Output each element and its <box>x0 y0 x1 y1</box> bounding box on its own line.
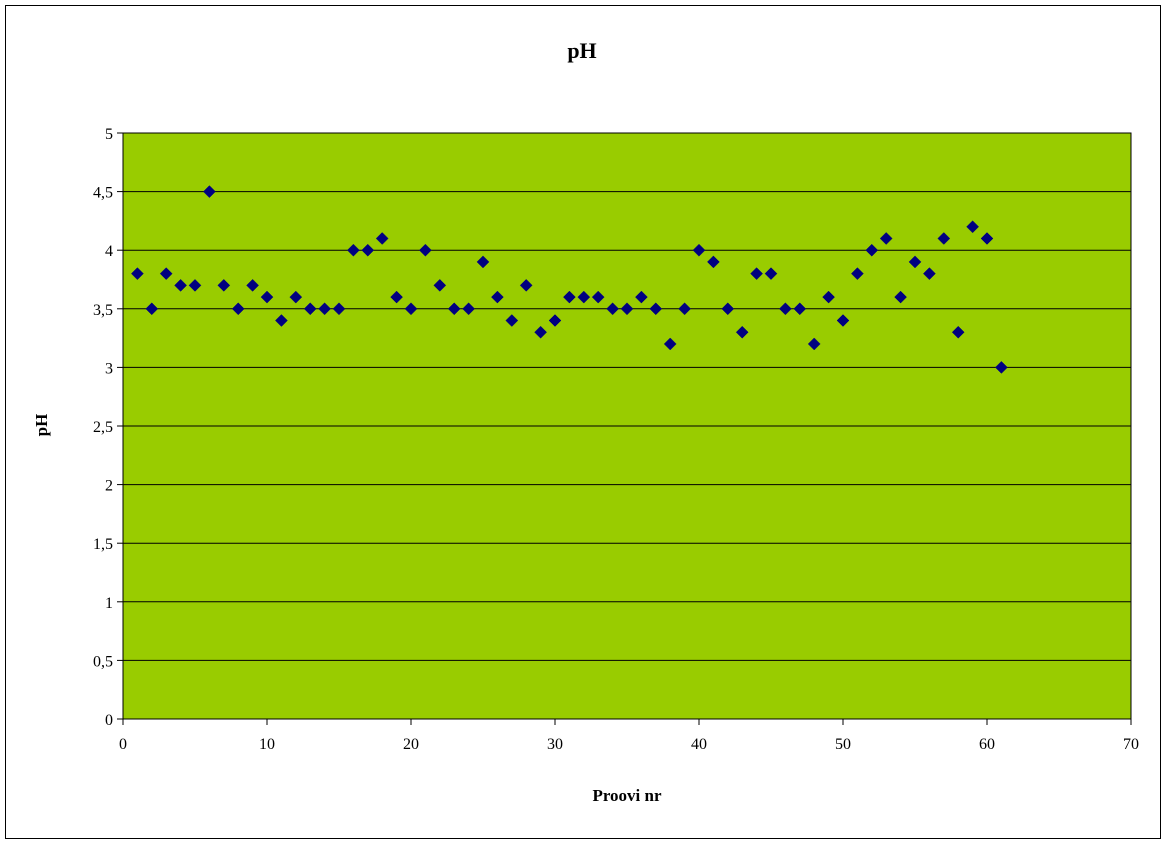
data-point <box>764 267 778 280</box>
data-point <box>404 302 418 316</box>
data-point <box>793 302 807 316</box>
data-point <box>188 279 202 292</box>
data-point <box>260 290 274 304</box>
data-point <box>491 290 504 304</box>
x-tick-label: 10 <box>259 736 275 753</box>
data-point <box>591 290 605 304</box>
data-point <box>707 255 720 269</box>
data-point <box>131 267 144 280</box>
data-point <box>419 243 432 257</box>
data-point <box>822 290 835 304</box>
data-point <box>649 302 663 316</box>
x-tick-label: 40 <box>691 736 707 753</box>
data-point <box>836 314 850 327</box>
data-point <box>433 279 447 292</box>
y-tick-label: 5 <box>105 126 113 143</box>
data-point <box>289 290 303 304</box>
data-point <box>174 279 187 292</box>
data-point <box>145 302 159 316</box>
y-axis-title: pH <box>32 414 51 437</box>
data-point <box>159 267 173 280</box>
data-point <box>577 290 591 304</box>
x-tick-label: 60 <box>979 736 995 753</box>
x-axis-title: Proovi nr <box>592 786 662 805</box>
data-point <box>447 302 461 316</box>
data-point <box>390 290 403 304</box>
data-point <box>476 255 490 269</box>
data-point <box>779 302 792 316</box>
y-tick-label: 1,5 <box>93 536 113 553</box>
data-point <box>563 290 576 304</box>
x-tick-label: 30 <box>547 736 563 753</box>
chart-title: pH <box>567 38 596 63</box>
data-point <box>735 325 749 339</box>
data-point <box>332 302 346 316</box>
data-point <box>750 267 763 280</box>
axes <box>117 132 1132 725</box>
data-point <box>361 243 375 257</box>
data-point <box>879 232 893 245</box>
data-point <box>606 302 619 316</box>
data-point <box>347 243 360 257</box>
y-tick-label: 0 <box>105 712 113 729</box>
data-point <box>635 290 648 304</box>
x-tick-label: 0 <box>119 736 127 753</box>
data-point <box>851 267 864 280</box>
data-point <box>995 361 1008 374</box>
data-point <box>908 255 922 269</box>
data-points <box>131 185 1008 374</box>
y-tick-label: 3 <box>105 360 113 377</box>
data-point <box>534 325 547 339</box>
data-point <box>548 314 562 327</box>
data-point <box>678 302 691 316</box>
y-tick-label: 3,5 <box>93 302 113 319</box>
data-point <box>923 267 936 280</box>
data-point <box>894 290 907 304</box>
data-point <box>966 220 979 234</box>
data-point <box>620 302 634 316</box>
x-tick-label: 50 <box>835 736 851 753</box>
data-point <box>721 302 735 316</box>
data-point <box>937 232 951 245</box>
x-tick-label: 70 <box>1123 736 1139 753</box>
data-point <box>865 243 879 257</box>
data-point <box>980 232 994 245</box>
data-point <box>303 302 317 316</box>
data-point <box>375 232 389 245</box>
data-point <box>807 337 821 351</box>
y-tick-label: 4,5 <box>93 185 113 202</box>
data-point <box>505 314 519 327</box>
data-point <box>692 243 706 257</box>
y-tick-label: 1 <box>105 595 113 612</box>
y-tick-label: 0,5 <box>93 653 113 670</box>
tick-labels: 00,511,522,533,544,550 10 20 30 40 50 60 70 <box>93 126 1139 753</box>
y-tick-label: 2 <box>105 478 113 495</box>
data-point <box>231 302 245 316</box>
data-point <box>951 325 965 339</box>
data-point <box>203 185 216 198</box>
data-point <box>462 302 475 316</box>
data-point <box>663 337 677 351</box>
data-point <box>275 314 288 327</box>
data-point <box>246 279 259 292</box>
gridlines <box>123 132 1131 661</box>
y-tick-label: 2,5 <box>93 419 113 436</box>
x-tick-label: 20 <box>403 736 419 753</box>
data-point <box>217 279 231 292</box>
data-point <box>519 279 533 292</box>
data-point <box>318 302 331 316</box>
y-tick-label: 4 <box>105 243 113 260</box>
